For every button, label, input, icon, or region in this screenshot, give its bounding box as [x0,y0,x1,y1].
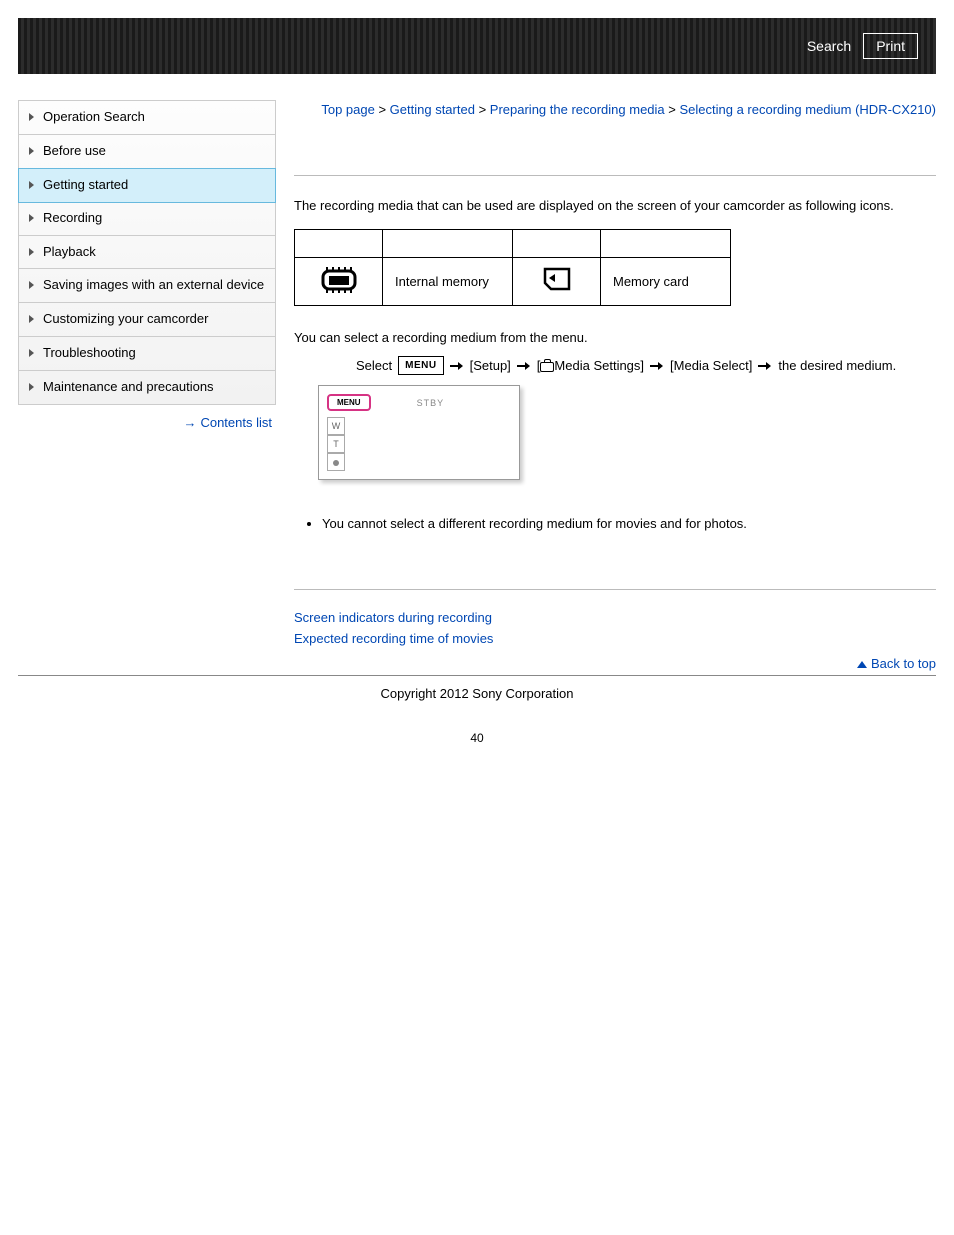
lcd-illustration: MENU STBY W T [318,385,520,480]
lcd-stby-label: STBY [417,398,445,408]
arrow-icon [758,362,772,370]
media-table: Internal memory Memory card [294,229,731,306]
instruction-row: Select MENU [Setup] [Media Settings] [Me… [356,356,936,376]
triangle-up-icon [857,661,867,668]
lcd-t-button: T [327,435,345,453]
arrow-icon [450,362,464,370]
arrow-right-icon: → [183,415,196,430]
notes-list: You cannot select a different recording … [322,516,936,531]
internal-memory-icon-cell [295,258,383,306]
breadcrumb-top-page[interactable]: Top page [321,102,375,117]
menu-box-icon: MENU [398,356,443,375]
lcd-menu-button: MENU [327,394,371,411]
contents-list-row: → Contents list [18,405,276,430]
nav-list: Operation Search Before use Getting star… [18,100,276,405]
memory-card-icon-cell [513,258,601,306]
back-to-top-link[interactable]: Back to top [857,656,936,671]
breadcrumb-sep: > [475,102,490,117]
breadcrumb-preparing[interactable]: Preparing the recording media [490,102,665,117]
breadcrumb: Top page > Getting started > Preparing t… [294,100,936,121]
top-bar: Search Print [18,18,936,74]
instruction-prefix: Select [356,356,392,376]
page-number: 40 [18,731,936,765]
print-button[interactable]: Print [863,33,918,59]
sidebar-item-customizing[interactable]: Customizing your camcorder [19,303,275,337]
sidebar-item-getting-started[interactable]: Getting started [18,168,276,203]
sidebar-item-recording[interactable]: Recording [19,202,275,236]
memory-card-label: Memory card [601,258,731,306]
arrow-icon [517,362,531,370]
sidebar-item-operation-search[interactable]: Operation Search [19,101,275,135]
lcd-record-button [327,453,345,471]
related-screen-indicators[interactable]: Screen indicators during recording [294,610,936,625]
page: Search Print Operation Search Before use… [0,0,954,765]
memory-card-icon [539,265,575,295]
sidebar-item-playback[interactable]: Playback [19,236,275,270]
intro-text: The recording media that can be used are… [294,196,936,216]
related-expected-recording-time[interactable]: Expected recording time of movies [294,631,936,646]
internal-memory-icon [317,263,361,297]
back-to-top-row: Back to top [294,656,936,671]
breadcrumb-sep: > [375,102,390,117]
step-setup: [Setup] [470,356,511,376]
step-media-select: [Media Select] [670,356,752,376]
divider [294,175,936,176]
sidebar-item-troubleshooting[interactable]: Troubleshooting [19,337,275,371]
breadcrumb-selecting[interactable]: Selecting a recording medium (HDR-CX210) [680,102,937,117]
content-area: Top page > Getting started > Preparing t… [276,100,936,671]
note-item: You cannot select a different recording … [322,516,936,531]
sidebar-item-maintenance[interactable]: Maintenance and precautions [19,371,275,404]
arrow-icon [650,362,664,370]
contents-list-label: Contents list [200,415,272,430]
select-line: You can select a recording medium from t… [294,328,936,348]
lcd-w-button: W [327,417,345,435]
internal-memory-label: Internal memory [383,258,513,306]
sidebar-item-saving-images[interactable]: Saving images with an external device [19,269,275,303]
copyright-text: Copyright 2012 Sony Corporation [18,676,936,731]
sidebar-item-before-use[interactable]: Before use [19,135,275,169]
step-desired: the desired medium. [778,356,896,376]
related-topics: Screen indicators during recording Expec… [294,610,936,646]
breadcrumb-sep: > [665,102,680,117]
sidebar: Operation Search Before use Getting star… [18,100,276,671]
step-media-settings: [Media Settings] [537,356,644,376]
back-to-top-label: Back to top [871,656,936,671]
search-link[interactable]: Search [807,38,851,54]
briefcase-icon [540,362,554,372]
divider [294,589,936,590]
contents-list-link[interactable]: → Contents list [183,415,272,430]
main-row: Operation Search Before use Getting star… [18,100,936,671]
breadcrumb-getting-started[interactable]: Getting started [390,102,475,117]
